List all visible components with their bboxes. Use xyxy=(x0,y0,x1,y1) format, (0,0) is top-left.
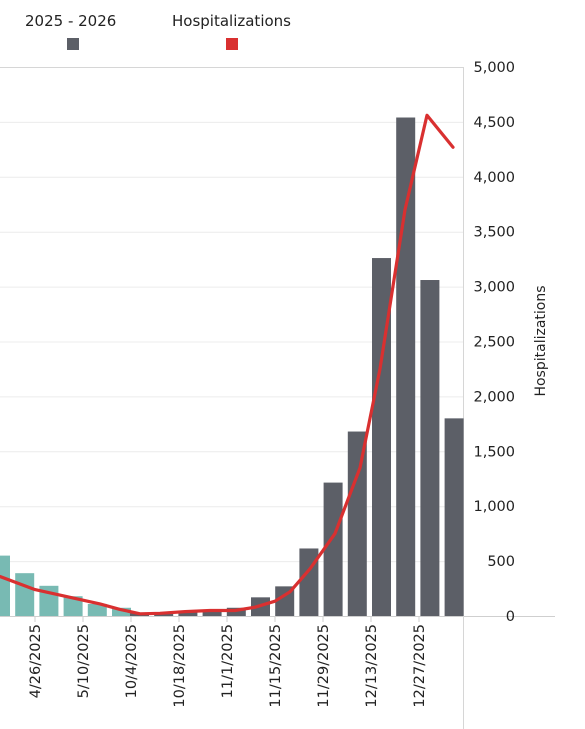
y-tick-label: 1,000 xyxy=(473,499,515,515)
bar-2024-2025 xyxy=(0,555,10,616)
x-tick-label: 5/10/2025 xyxy=(76,624,92,698)
x-tick-label: 11/1/2025 xyxy=(220,624,236,698)
legend-label-hospitalizations: Hospitalizations xyxy=(172,12,291,30)
x-tick-label: 4/26/2025 xyxy=(28,624,44,698)
bar-2024-2025 xyxy=(63,596,83,616)
x-tick-label: 10/18/2025 xyxy=(172,624,188,708)
y-tick-label: 1,500 xyxy=(473,444,515,460)
y-tick-label: 2,000 xyxy=(473,389,515,405)
y-tick-label: 5,000 xyxy=(473,60,515,76)
x-tick-label: 11/29/2025 xyxy=(316,624,332,708)
legend-swatch-season xyxy=(67,38,79,50)
bar-2024-2025 xyxy=(112,607,131,616)
bar-2025-2026 xyxy=(372,258,391,616)
y-tick-label: 500 xyxy=(487,554,515,570)
bar-2025-2026 xyxy=(347,431,367,616)
y-tick-label: 4,500 xyxy=(473,115,515,131)
y-axis-label: Hospitalizations xyxy=(533,285,549,396)
x-tick-label: 12/13/2025 xyxy=(364,624,380,708)
bar-2024-2025 xyxy=(87,603,107,616)
bar-2025-2026 xyxy=(202,611,222,616)
bar-2025-2026 xyxy=(420,280,440,616)
hospitalizations-line xyxy=(0,113,455,616)
y-tick-labels: 5,000 4,500 4,000 3,500 3,000 2,500 2,000 1,500… xyxy=(473,60,515,625)
x-tick-label: 11/15/2025 xyxy=(268,624,284,708)
line-series xyxy=(0,113,455,616)
bar-2025-2026 xyxy=(444,418,464,616)
legend-swatch-hospitalizations xyxy=(226,38,238,50)
y-tick-label: 3,500 xyxy=(473,225,515,241)
bar-2025-2026 xyxy=(178,612,198,616)
bar-2024-2025 xyxy=(15,573,35,616)
y-tick-label: 3,000 xyxy=(473,280,515,296)
legend: 2025 - 2026 Hospitalizations xyxy=(25,12,291,50)
x-tick-label: 10/4/2025 xyxy=(124,624,140,698)
gridlines xyxy=(0,121,463,563)
legend-label-season: 2025 - 2026 xyxy=(25,12,116,30)
bars xyxy=(0,117,464,617)
bar-2025-2026 xyxy=(323,482,343,616)
x-tick-label: 12/27/2025 xyxy=(412,624,428,708)
y-tick-label: 4,000 xyxy=(473,170,515,186)
y-tick-label: 2,500 xyxy=(473,335,515,351)
bar-2025-2026 xyxy=(396,117,416,617)
y-tick-label: 0 xyxy=(506,609,515,625)
x-tick-labels: 4/26/2025 5/10/2025 10/4/2025 10/18/2025 11/… xyxy=(28,617,428,708)
